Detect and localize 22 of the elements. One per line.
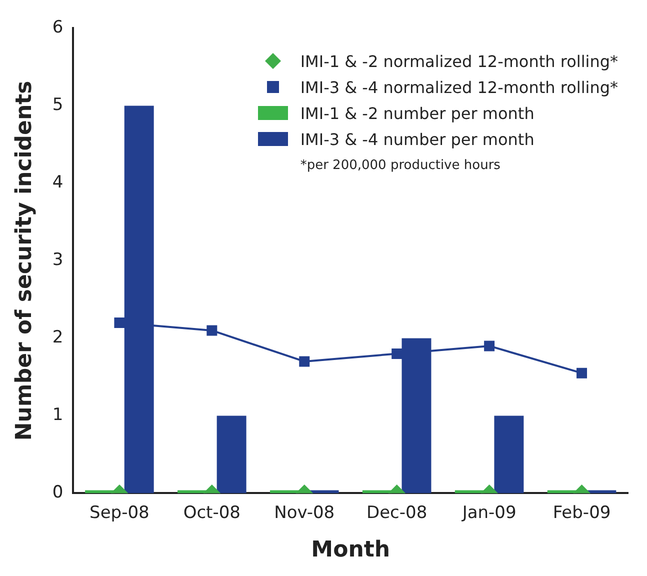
x-tick-label: Jan-09 (461, 502, 516, 523)
x-tick-label: Oct-08 (183, 502, 240, 523)
y-tick-label: 5 (52, 95, 64, 116)
legend-label: IMI-3 & -4 normalized 12-month rolling* (300, 78, 618, 96)
y-axis-title: Number of security incidents (12, 80, 37, 441)
legend-label: IMI-1 & -2 normalized 12-month rolling* (300, 52, 618, 70)
legend-label: IMI-1 & -2 number per month (300, 104, 534, 122)
x-tick-label: Feb-09 (552, 502, 611, 523)
x-tick-label: Nov-08 (274, 502, 335, 523)
y-tick-label: 6 (52, 18, 64, 38)
x-tick-label: Sep-08 (90, 502, 150, 523)
y-tick-label: 4 (52, 172, 64, 193)
annotation: *per 200,000 productive hours (300, 158, 502, 173)
y-tick-label: 3 (52, 250, 64, 270)
x-tick-label: Dec-08 (366, 502, 428, 523)
y-tick-label: 0 (52, 482, 64, 503)
x-axis-title: Month (311, 538, 390, 563)
y-tick-label: 1 (52, 405, 64, 426)
bar (494, 416, 524, 494)
legend-label: IMI-3 & -4 number per month (300, 130, 534, 148)
bar (216, 416, 246, 494)
y-tick-label: 2 (52, 328, 64, 348)
